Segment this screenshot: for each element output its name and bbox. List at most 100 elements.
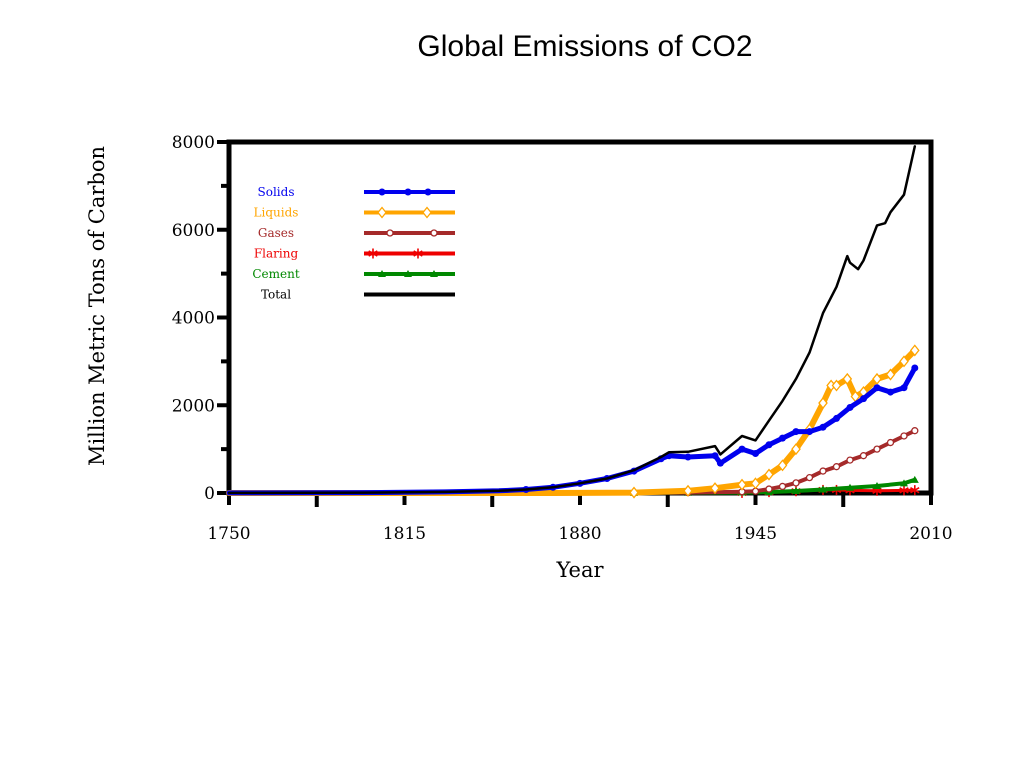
axis-ticks <box>217 140 933 507</box>
y-tick-label-2000: 2000 <box>172 396 215 416</box>
legend-item-flaring: Flaring <box>254 247 455 261</box>
data-point-cement <box>910 475 919 483</box>
data-point-solids <box>711 452 719 460</box>
legend-marker-solids <box>378 188 386 196</box>
data-point-solids <box>806 428 813 436</box>
data-point-liquids <box>885 368 896 381</box>
data-point-liquids <box>899 355 909 368</box>
data-point-flaring <box>899 485 909 496</box>
legend-marker-solids <box>424 188 432 196</box>
y-tick-label-6000: 6000 <box>172 221 215 241</box>
data-point-cement <box>873 481 881 489</box>
series-layer <box>226 145 920 499</box>
legend-item-gases: Gases <box>258 226 455 240</box>
data-point-solids <box>779 434 786 442</box>
data-point-solids <box>792 428 800 436</box>
asterisk-stroke <box>368 250 378 257</box>
y-tick-label-8000: 8000 <box>172 133 215 153</box>
data-point-gases <box>846 456 854 464</box>
x-tick-label-1945: 1945 <box>734 524 777 544</box>
asterisk-stroke <box>413 250 423 257</box>
data-point-gases <box>832 463 841 471</box>
data-point-solids <box>819 423 827 431</box>
data-point-liquids <box>737 478 747 491</box>
data-point-solids <box>765 441 773 449</box>
data-point-liquids <box>818 397 828 410</box>
plot-border <box>226 139 934 496</box>
legend-label-solids: Solids <box>258 185 295 199</box>
data-point-liquids <box>831 379 842 392</box>
legend-item-cement: Cement <box>252 267 455 281</box>
data-point-solids <box>833 414 840 422</box>
data-point-gases <box>911 427 919 435</box>
legend-label-flaring: Flaring <box>254 247 299 261</box>
series-total <box>227 145 917 495</box>
legend-marker-gases <box>430 229 438 237</box>
legend-marker-cement <box>404 270 412 277</box>
x-tick-label-1750: 1750 <box>207 524 250 544</box>
legend-label-gases: Gases <box>258 226 294 240</box>
data-point-liquids <box>764 468 774 481</box>
data-point-liquids <box>777 459 788 472</box>
data-point-gases <box>859 452 868 460</box>
y-tick-label-0: 0 <box>204 484 215 504</box>
data-point-cement <box>792 487 800 495</box>
legend: Solids Liquids Gases Flaring Cement Total <box>252 185 455 302</box>
series-line-liquids <box>226 347 918 496</box>
x-axis-title: Year <box>555 558 604 582</box>
data-point-solids <box>860 395 867 403</box>
data-point-solids <box>846 403 854 411</box>
series-gases <box>227 427 919 497</box>
y-tick-label-4000: 4000 <box>172 309 215 329</box>
tick-labels: 0 2000 4000 6000 8000 1750 1815 1880 1945 2010 <box>172 133 953 544</box>
data-point-gases <box>900 432 908 440</box>
data-point-gases <box>873 445 881 453</box>
data-point-liquids <box>750 477 761 490</box>
asterisk-stroke <box>872 487 882 494</box>
data-point-cement <box>846 483 854 491</box>
legend-label-total: Total <box>261 288 291 302</box>
legend-item-liquids: Liquids <box>254 206 455 220</box>
data-point-solids <box>716 459 724 467</box>
plot-frame <box>226 139 934 496</box>
data-point-gases <box>886 438 895 447</box>
data-point-liquids <box>842 372 853 385</box>
legend-marker-gases <box>386 229 394 237</box>
data-point-liquids <box>872 372 882 385</box>
legend-marker-cement <box>430 270 438 277</box>
legend-item-total: Total <box>261 288 455 302</box>
data-point-gases <box>778 482 787 491</box>
y-axis-title: Million Metric Tons of Carbon <box>85 146 109 466</box>
data-point-solids <box>684 453 692 461</box>
legend-item-solids: Solids <box>258 185 455 199</box>
data-point-flaring <box>910 485 920 496</box>
data-point-liquids <box>909 344 920 357</box>
data-point-solids <box>900 384 908 392</box>
x-tick-label-2010: 2010 <box>909 524 952 544</box>
data-point-solids <box>887 388 894 396</box>
series-line-total <box>227 145 917 495</box>
x-tick-label-1815: 1815 <box>383 524 426 544</box>
data-point-gases <box>792 479 800 487</box>
data-point-liquids <box>683 484 693 497</box>
asterisk-stroke <box>910 486 920 494</box>
data-point-solids <box>911 364 919 372</box>
legend-marker-liquids <box>377 206 387 219</box>
data-point-gases <box>765 485 773 493</box>
legend-label-liquids: Liquids <box>254 206 299 220</box>
data-point-cement <box>900 479 908 487</box>
data-point-solids <box>873 384 881 392</box>
data-point-liquids <box>629 486 639 499</box>
legend-marker-liquids <box>422 206 432 219</box>
data-point-liquids <box>710 482 720 495</box>
data-point-gases <box>819 467 827 475</box>
chart-title: Global Emissions of CO2 <box>417 30 753 63</box>
data-point-gases <box>805 473 814 482</box>
data-point-solids <box>738 445 746 453</box>
legend-marker-cement <box>378 270 386 277</box>
data-point-liquids <box>791 443 801 456</box>
legend-marker-flaring <box>413 248 423 259</box>
data-point-cement <box>819 485 827 493</box>
asterisk-stroke <box>899 487 909 494</box>
